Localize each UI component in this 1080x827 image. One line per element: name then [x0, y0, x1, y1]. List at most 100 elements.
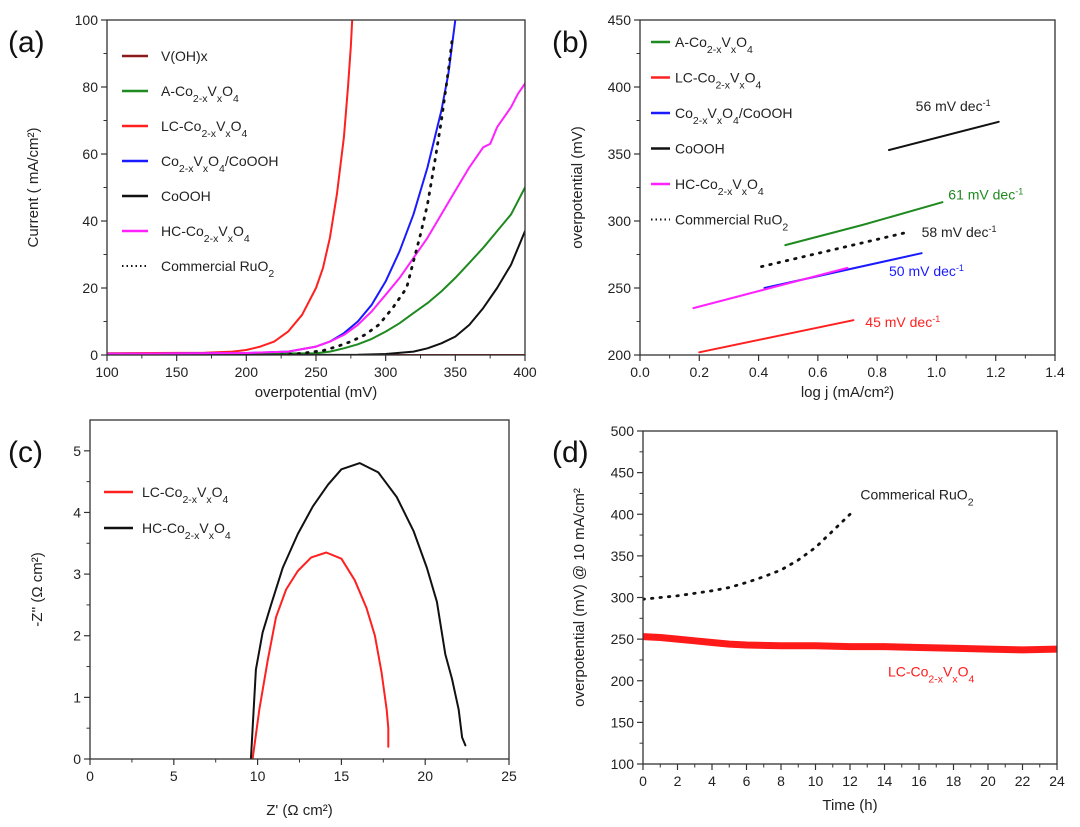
y-tick-label: 400	[611, 506, 635, 522]
panel-a: (a) 100 150 200 250 300 350 400 0 20 40 60 80 100 over…	[8, 12, 537, 401]
legend-label: CoOOH	[161, 188, 211, 204]
plot-frame	[89, 419, 510, 760]
legend: LC-Co2-xVxO4 HC-Co2-xVxO4	[104, 484, 231, 542]
x-tick-label: 350	[444, 364, 468, 380]
x-tick-label: 8	[777, 773, 785, 789]
x-tick-label: 1.2	[986, 364, 1006, 380]
series-group	[692, 120, 1000, 354]
legend-label: CoOOH	[675, 141, 725, 157]
y-tick-label: 60	[82, 146, 98, 162]
y-tick-label: 300	[611, 590, 635, 606]
legend-label: Commercial RuO2	[675, 212, 788, 234]
y-tick-label: 0	[73, 751, 81, 767]
legend: V(OH)x A-Co2-xVxO4 LC-Co2-xVxO4 Co2-xVxO4/C…	[122, 48, 279, 280]
x-tick-label: 22	[1015, 773, 1031, 789]
plot-frame	[639, 19, 1056, 356]
y-tick-label: 2	[73, 628, 81, 644]
panel-label: (c)	[8, 436, 43, 469]
x-tick-label: 0.4	[749, 364, 769, 380]
y-tick-label: 1	[73, 689, 81, 705]
y-tick-label: 350	[611, 548, 635, 564]
series-group	[643, 512, 1057, 654]
series-line-coooh	[888, 120, 1000, 151]
series-group	[249, 462, 467, 759]
x-tick-label: 0.8	[867, 364, 887, 380]
series-annotation: Commerical RuO2	[860, 486, 973, 508]
x-tick-label: 12	[842, 773, 858, 789]
y-tick-label: 20	[82, 280, 98, 296]
x-tick-label: 16	[911, 773, 927, 789]
x-tick-label: 0	[639, 773, 647, 789]
legend-label: V(OH)x	[161, 48, 208, 64]
x-tick-label: 14	[877, 773, 893, 789]
x-tick-label: 20	[980, 773, 996, 789]
panel-label: (a)	[8, 26, 45, 59]
series-line-coooh	[107, 230, 525, 355]
series-line-commercial-ruo2	[279, 35, 454, 355]
x-tick-label: 0.0	[630, 364, 650, 380]
y-tick-label: 100	[611, 756, 635, 772]
series-line-a-co2-xvxo4	[107, 186, 525, 355]
x-tick-label: 15	[334, 768, 350, 784]
legend-label: Commercial RuO2	[161, 258, 274, 280]
y-tick-label: 250	[611, 631, 635, 647]
y-tick-label: 0	[90, 347, 98, 363]
legend-label: HC-Co2-xVxO4	[161, 223, 250, 245]
panel-d: (d)0 2 4 6 8 10 12 14 16 18 20 22 241001502002503003…	[552, 423, 1065, 814]
legend-label: A-Co2-xVxO4	[675, 34, 753, 56]
panel-label: (b)	[552, 26, 589, 59]
x-tick-label: 10	[808, 773, 824, 789]
series-line-hc-co2-xvxo4	[692, 266, 849, 310]
series-group	[107, 20, 525, 355]
x-tick-label: 24	[1049, 773, 1065, 789]
x-tick-label: 2	[674, 773, 682, 789]
x-axis-label: Time (h)	[822, 797, 877, 814]
y-tick-label: 500	[611, 423, 635, 439]
slope-annotation: 58 mV dec-1	[922, 224, 997, 240]
x-tick-label: 400	[513, 364, 537, 380]
legend-label: LC-Co2-xVxO4	[161, 118, 248, 140]
y-tick-label: 450	[611, 465, 635, 481]
x-tick-label: 6	[743, 773, 751, 789]
y-tick-label: 5	[73, 443, 81, 459]
plot-frame	[106, 19, 526, 356]
y-axis-label: overpotential (mV)	[569, 126, 586, 249]
y-axis-label: -Z'' (Ω cm²)	[29, 552, 46, 626]
x-tick-label: 0.6	[808, 364, 828, 380]
x-axis-label: Z' (Ω cm²)	[266, 802, 333, 819]
y-axis-label: Current ( mA/cm²)	[25, 127, 42, 247]
panel-label: (d)	[552, 436, 589, 469]
x-tick-label: 150	[165, 364, 189, 380]
x-tick-label: 18	[946, 773, 962, 789]
x-tick-label: 20	[417, 768, 433, 784]
slope-annotation: 45 mV dec-1	[865, 314, 940, 330]
series-line-a-co2-xvxo4	[784, 201, 944, 247]
y-tick-label: 80	[82, 79, 98, 95]
x-tick-label: 250	[304, 364, 328, 380]
x-tick-label: 0.2	[690, 364, 710, 380]
legend: A-Co2-xVxO4 LC-Co2-xVxO4 Co2-xVxO4/CoOOH Co…	[651, 34, 793, 234]
series-line-commerical-ruo2	[643, 512, 852, 601]
panel-c: (c) 0 5 10 15 20 25 0 1 2 3 4 5 Z' (Ω cm²) -Z'' (Ω cm²…	[8, 419, 517, 819]
panel-b: (b) 0.0 0.2 0.4 0.6 0.8 1.0 1.2 1.4 200 250 300 350 4…	[552, 12, 1065, 401]
y-tick-label: 200	[608, 347, 632, 363]
x-tick-label: 1.0	[927, 364, 947, 380]
legend-label: Co2-xVxO4/CoOOH	[161, 153, 279, 175]
y-tick-label: 150	[611, 714, 635, 730]
slope-annotation: 61 mV dec-1	[948, 187, 1023, 203]
series-line-lc-co2-xvxo4	[107, 20, 354, 355]
legend-label: LC-Co2-xVxO4	[142, 484, 229, 506]
y-tick-label: 350	[608, 146, 632, 162]
x-tick-label: 4	[708, 773, 716, 789]
series-line-co2-xvxo4-coooh	[107, 20, 457, 355]
series-line-commercial-ruo2	[760, 231, 906, 269]
x-tick-label: 5	[170, 768, 178, 784]
slope-annotation: 50 mV dec-1	[889, 263, 964, 279]
y-tick-label: 4	[73, 504, 81, 520]
series-annotation: LC-Co2-xVxO4	[888, 664, 975, 686]
legend-label: A-Co2-xVxO4	[161, 83, 239, 105]
x-tick-label: 0	[86, 768, 94, 784]
x-tick-label: 300	[374, 364, 398, 380]
y-tick-label: 400	[608, 79, 632, 95]
